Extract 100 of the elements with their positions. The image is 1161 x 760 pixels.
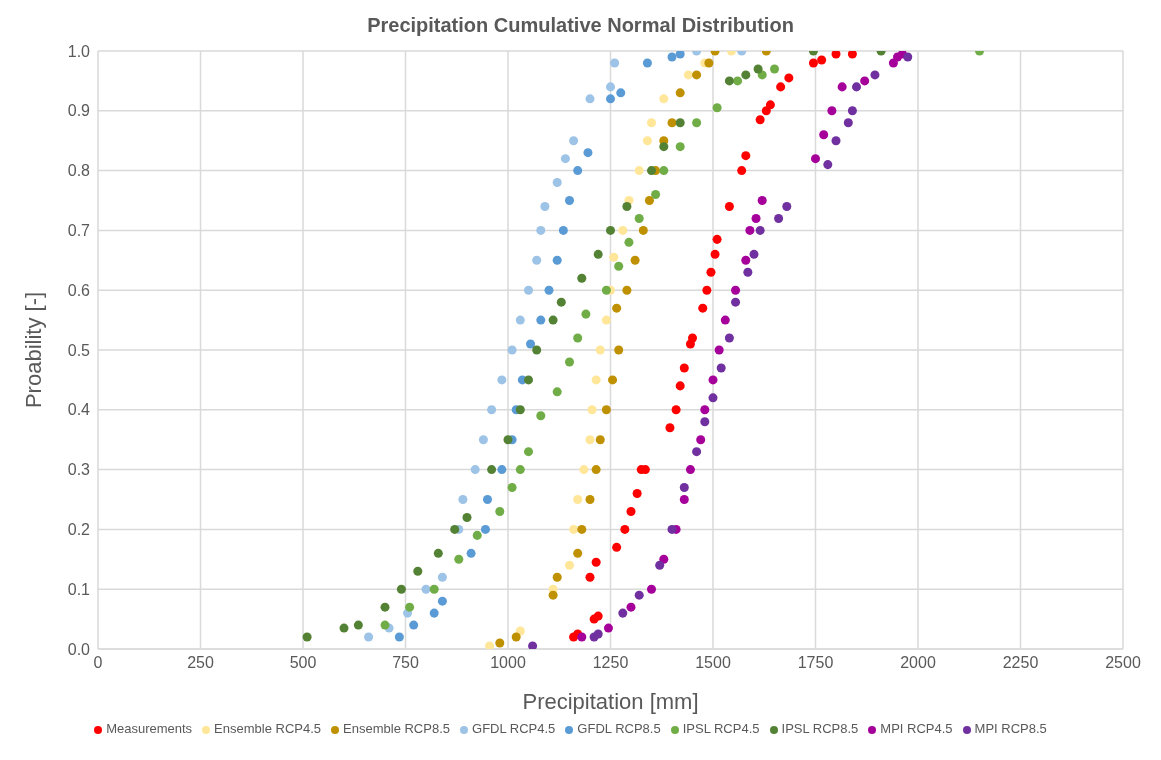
point <box>591 557 601 567</box>
point <box>339 623 349 633</box>
point <box>548 315 558 325</box>
point <box>593 629 603 639</box>
point <box>601 315 611 325</box>
point <box>564 195 575 206</box>
point <box>540 201 550 211</box>
point <box>810 154 821 164</box>
point <box>515 465 525 475</box>
point <box>755 115 765 125</box>
y-tick-label: 0.8 <box>67 162 91 180</box>
point <box>507 345 517 355</box>
point <box>593 611 603 621</box>
point <box>497 375 507 385</box>
x-tick-label: 250 <box>187 654 214 672</box>
point <box>466 548 476 558</box>
point <box>591 465 601 475</box>
point <box>741 70 751 80</box>
x-tick-label: 1000 <box>490 654 526 672</box>
point <box>731 285 741 295</box>
point <box>671 405 681 415</box>
point <box>587 405 597 415</box>
point <box>605 94 616 104</box>
point <box>437 572 447 582</box>
point <box>679 494 689 505</box>
point <box>450 524 460 534</box>
point <box>532 345 542 355</box>
point <box>851 82 862 92</box>
point <box>714 345 724 355</box>
point <box>646 166 657 176</box>
point <box>515 315 525 325</box>
point <box>536 411 546 421</box>
point <box>605 82 616 92</box>
point <box>642 136 652 146</box>
point <box>577 524 587 534</box>
legend-label: Ensemble RCP8.5 <box>343 721 451 736</box>
point <box>696 435 706 445</box>
point <box>749 249 759 259</box>
point <box>659 166 669 176</box>
point <box>745 225 755 235</box>
point <box>659 94 669 104</box>
point <box>614 345 624 355</box>
point <box>612 303 622 313</box>
point <box>478 435 488 445</box>
point <box>724 333 734 343</box>
legend-label: MPI RCP4.5 <box>880 721 953 736</box>
point <box>624 237 634 247</box>
point <box>870 70 880 80</box>
legend-label: GFDL RCP4.5 <box>472 721 556 736</box>
point <box>620 524 630 534</box>
point <box>564 560 575 570</box>
point <box>585 94 595 104</box>
point <box>552 178 562 188</box>
point <box>655 560 665 570</box>
point <box>503 435 513 445</box>
point <box>685 465 695 475</box>
point <box>724 76 734 86</box>
point <box>847 51 857 59</box>
x-tick-label: 750 <box>392 654 419 672</box>
point <box>429 584 439 594</box>
point <box>782 201 792 211</box>
x-tick-label: 2500 <box>1105 654 1141 672</box>
x-tick-label: 1500 <box>695 654 731 672</box>
point <box>536 315 546 325</box>
point <box>831 136 841 146</box>
point <box>659 142 669 152</box>
y-tick-label: 0.4 <box>67 401 91 419</box>
point <box>421 584 431 594</box>
point <box>817 55 827 65</box>
point <box>462 512 472 522</box>
point <box>827 106 837 116</box>
point <box>831 51 841 59</box>
point <box>569 136 579 146</box>
point <box>470 465 480 475</box>
point <box>396 584 406 594</box>
point <box>458 494 468 505</box>
point <box>593 249 603 259</box>
point <box>808 58 818 68</box>
point <box>569 524 579 534</box>
x-tick-label: 2250 <box>1002 654 1039 672</box>
point <box>523 285 534 295</box>
point <box>302 632 312 642</box>
x-tick-label: 2000 <box>900 654 936 672</box>
point <box>751 213 761 223</box>
point <box>743 267 753 277</box>
point <box>495 638 505 648</box>
point <box>577 273 587 283</box>
point <box>704 58 714 68</box>
point <box>585 435 595 445</box>
point <box>380 602 390 612</box>
point <box>710 249 720 259</box>
point <box>618 225 628 235</box>
point <box>634 213 644 223</box>
point <box>622 285 632 295</box>
point <box>716 363 726 373</box>
point <box>552 387 562 397</box>
point <box>741 255 751 265</box>
point <box>480 524 490 534</box>
point <box>394 632 404 642</box>
point <box>523 447 534 457</box>
